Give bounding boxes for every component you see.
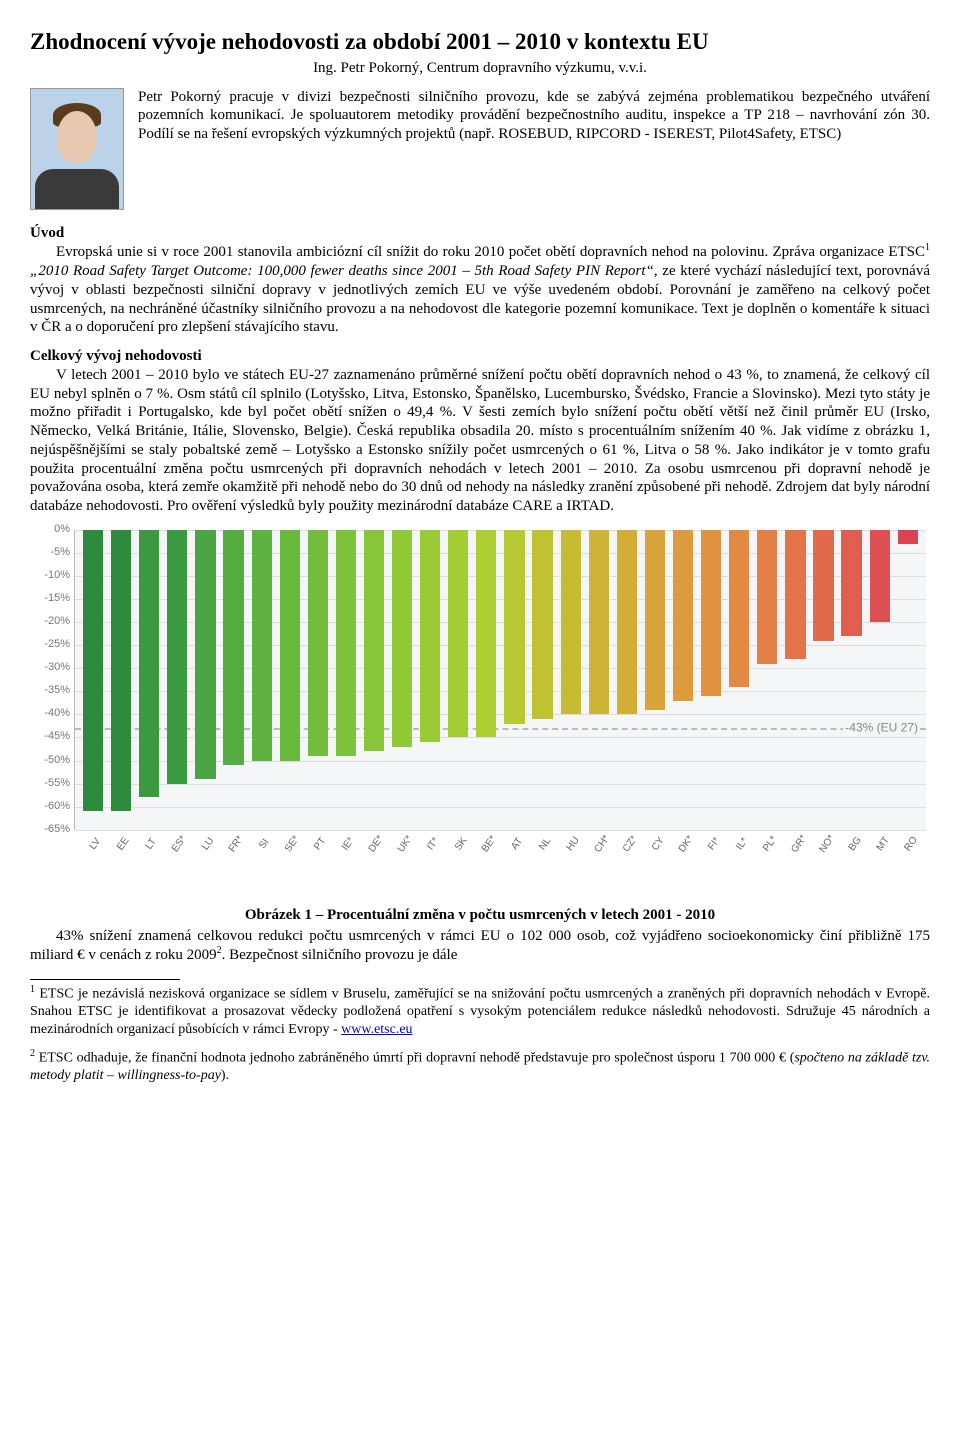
intro-paragraph: Evropská unie si v roce 2001 stanovila a… — [30, 242, 930, 337]
chart-bar — [448, 530, 468, 738]
chart-bar — [785, 530, 805, 659]
chart-ytick: -30% — [30, 661, 70, 675]
chart-bar — [364, 530, 384, 752]
chart-bar — [252, 530, 272, 761]
chart-bar — [870, 530, 890, 622]
after-chart-text-1: 43% snížení znamená celkovou redukci poč… — [30, 928, 930, 964]
page-title: Zhodnocení vývoje nehodovosti za období … — [30, 28, 930, 57]
figure-caption: Obrázek 1 – Procentuální změna v počtu u… — [30, 906, 930, 925]
chart-ytick: -25% — [30, 638, 70, 652]
chart-bar — [392, 530, 412, 747]
chart-ytick: -5% — [30, 546, 70, 560]
bio-row: Petr Pokorný pracuje v divizi bezpečnost… — [30, 88, 930, 210]
footnote-ref-1: 1 — [925, 242, 930, 253]
chart-bar — [476, 530, 496, 738]
after-chart-paragraph: 43% snížení znamená celkovou redukci poč… — [30, 927, 930, 966]
heading-intro: Úvod — [30, 224, 930, 243]
chart-bar — [504, 530, 524, 724]
footnote-2: 2 ETSC odhaduje, že finanční hodnota jed… — [30, 1048, 930, 1085]
chart-bar — [223, 530, 243, 765]
author-line: Ing. Petr Pokorný, Centrum dopravního vý… — [30, 59, 930, 78]
chart-bar — [139, 530, 159, 798]
heading-section2: Celkový vývoj nehodovosti — [30, 347, 930, 366]
footnote-rule — [30, 979, 180, 980]
author-bio: Petr Pokorný pracuje v divizi bezpečnost… — [138, 88, 930, 210]
chart-bar — [757, 530, 777, 664]
footnote-2-text-a: ETSC odhaduje, že finanční hodnota jedno… — [39, 1051, 795, 1066]
intro-text-1: Evropská unie si v roce 2001 stanovila a… — [56, 244, 925, 260]
chart-yaxis: 0%-5%-10%-15%-20%-25%-30%-35%-40%-45%-50… — [30, 530, 74, 830]
chart-bar — [308, 530, 328, 756]
chart-bar — [898, 530, 918, 544]
chart-ytick: -20% — [30, 615, 70, 629]
figure-1: 0%-5%-10%-15%-20%-25%-30%-35%-40%-45%-50… — [30, 530, 930, 888]
chart-bar — [111, 530, 131, 812]
chart-ytick: -10% — [30, 569, 70, 583]
chart-bar — [561, 530, 581, 715]
chart-bar — [83, 530, 103, 812]
footnote-num-2: 2 — [30, 1048, 35, 1059]
chart-bar — [673, 530, 693, 701]
chart-bar — [645, 530, 665, 710]
chart-ytick: -55% — [30, 777, 70, 791]
footnote-1: 1 ETSC je nezávislá nezisková organizace… — [30, 984, 930, 1038]
chart-bar — [701, 530, 721, 696]
footnote-num-1: 1 — [30, 984, 35, 995]
chart-bar — [729, 530, 749, 687]
chart-ytick: -45% — [30, 731, 70, 745]
after-chart-text-2: . Bezpečnost silničního provozu je dále — [222, 947, 458, 963]
chart-bar — [167, 530, 187, 784]
chart-ytick: -35% — [30, 684, 70, 698]
intro-italic: „2010 Road Safety Target Outcome: 100,00… — [30, 263, 654, 279]
chart-ytick: -60% — [30, 800, 70, 814]
chart-bar — [813, 530, 833, 641]
footnote-1-link[interactable]: www.etsc.eu — [341, 1022, 412, 1037]
chart-bar — [336, 530, 356, 756]
chart-ytick: -50% — [30, 754, 70, 768]
chart-xaxis: LVEELTES*LUFR*SISE*PTIE*DE*UK*IT*SKBE*AT… — [74, 830, 926, 860]
chart-ytick: -15% — [30, 592, 70, 606]
chart-bar — [195, 530, 215, 779]
section2-paragraph: V letech 2001 – 2010 bylo ve státech EU-… — [30, 366, 930, 516]
chart-bar — [420, 530, 440, 742]
chart-ytick: 0% — [30, 523, 70, 537]
chart-plot-area: -43% (EU 27) — [74, 530, 926, 830]
chart-bar — [532, 530, 552, 719]
footnote-2-text-b: ). — [221, 1068, 229, 1083]
chart-bar — [589, 530, 609, 715]
chart-bar — [280, 530, 300, 761]
chart-bar — [617, 530, 637, 715]
footnote-1-text: ETSC je nezávislá nezisková organizace s… — [30, 987, 930, 1037]
chart-bar — [841, 530, 861, 636]
author-portrait — [30, 88, 124, 210]
chart-ytick: -40% — [30, 707, 70, 721]
chart-ytick: -65% — [30, 823, 70, 837]
